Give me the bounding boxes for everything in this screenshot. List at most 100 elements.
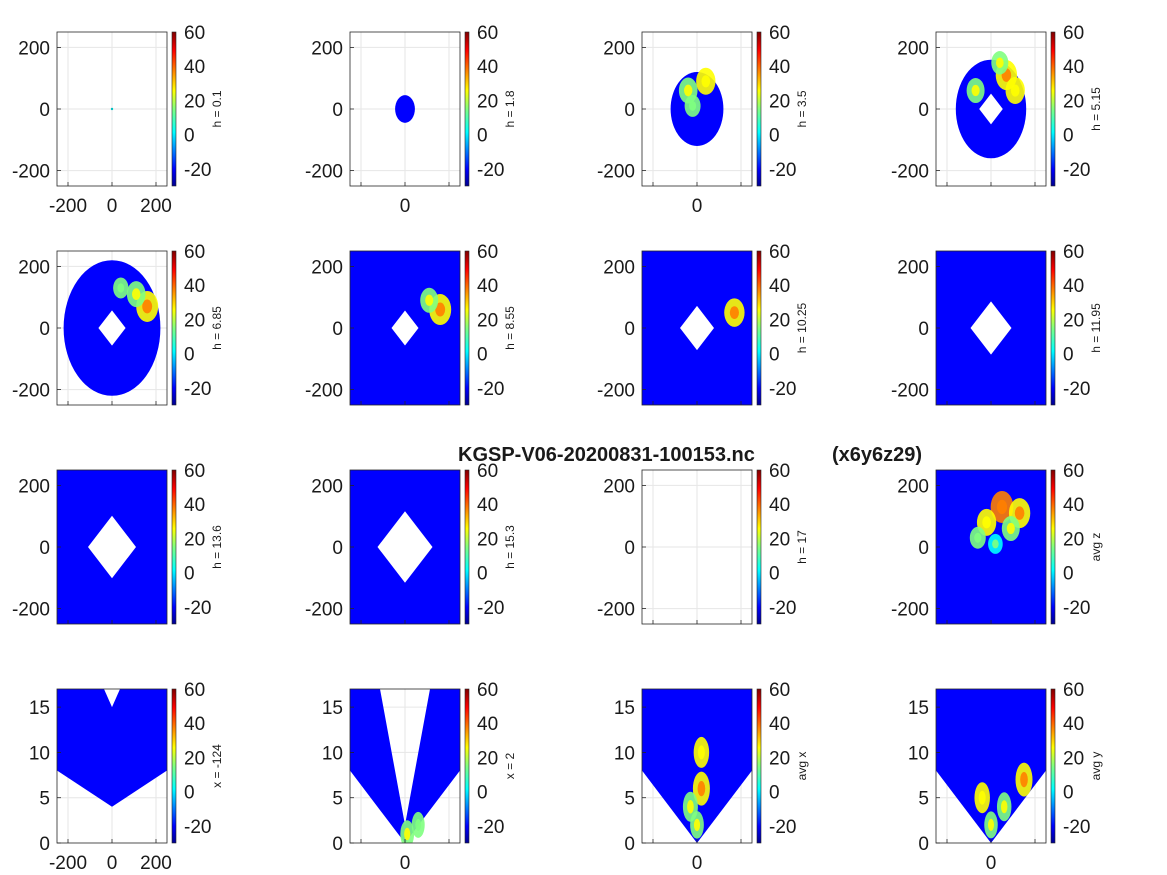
colorbar [171,250,177,406]
colorbar-tick-label: 60 [477,23,498,44]
ytick-label: 0 [624,834,635,855]
colorbar-tick-label: -20 [769,160,796,181]
ytick-label: 5 [918,789,929,810]
ytick-label: 15 [908,698,929,719]
colorbar-tick-label: -20 [184,379,211,400]
colorbar [1050,31,1056,187]
ytick-label: 0 [624,319,635,340]
echo-core [687,800,694,814]
panel-label: h = 15.3 [503,525,517,569]
echo-core [117,283,125,293]
ytick-label: -200 [305,162,343,183]
colorbar-tick-label: 0 [477,345,488,366]
colorbar-tick-label: -20 [1063,598,1090,619]
plot-area [936,470,1046,624]
echo-core [697,745,705,760]
colorbar-tick-label: 40 [477,276,498,297]
colorbar-tick-label: 40 [477,495,498,516]
colorbar-tick-label: 20 [769,91,790,112]
colorbar [464,688,470,844]
colorbar-tick-label: 20 [1063,529,1084,550]
ytick-label: 10 [322,743,343,764]
colorbar-tick-label: 20 [1063,748,1084,769]
colorbar-tick-label: 60 [1063,461,1084,482]
plot-area [642,251,752,405]
ytick-label: 15 [614,698,635,719]
colorbar-tick-label: 40 [477,57,498,78]
ytick-label: 0 [39,538,50,559]
ytick-label: 0 [39,834,50,855]
colorbar-tick-label: 40 [1063,276,1084,297]
colorbar-tick-label: 60 [769,23,790,44]
colorbar-tick-label: 40 [184,276,205,297]
plot-area [642,689,752,843]
ytick-label: 0 [39,100,50,121]
echo-core [995,57,1004,69]
plot-area [350,251,460,405]
panel-label: h = 10.25 [795,302,809,353]
colorbar-tick-label: 20 [769,310,790,331]
colorbar [464,250,470,406]
colorbar-tick-label: 40 [477,714,498,735]
colorbar-tick-label: 60 [184,680,205,701]
ytick-label: 0 [624,100,635,121]
echo-core [701,75,711,88]
colorbar-tick-label: 20 [184,748,205,769]
colorbar-tick-label: 60 [1063,242,1084,263]
panel-label: h = 13.6 [210,525,224,569]
ytick-label: 15 [322,698,343,719]
colorbar-tick-label: 0 [477,783,488,804]
colorbar-tick-label: 0 [769,345,780,366]
ytick-label: 0 [332,834,343,855]
plot-area [57,470,167,624]
echo-core [1014,506,1025,520]
ytick-label: -200 [12,162,50,183]
colorbar-tick-label: 60 [477,242,498,263]
echo-core [992,539,999,549]
colorbar-tick-label: -20 [1063,817,1090,838]
ytick-label: -200 [891,381,929,402]
colorbar [756,688,762,844]
echo-core [971,84,980,97]
ytick-label: -200 [305,600,343,621]
ytick-label: 200 [18,476,50,497]
cone-of-silence [970,301,1012,355]
panel-label: x = -124 [210,744,224,788]
colorbar-tick-label: 60 [184,23,205,44]
plot-area [936,251,1046,405]
ytick-label: 200 [603,257,635,278]
ytick-label: 200 [18,257,50,278]
echo-core [1006,522,1015,535]
panel-label: x = 2 [503,753,517,780]
echo-core [132,288,141,300]
ytick-label: 5 [624,789,635,810]
grid-tag: (x6y6z29) [832,444,922,466]
colorbar-tick-label: -20 [184,598,211,619]
colorbar-tick-label: 40 [769,276,790,297]
colorbar-tick-label: 0 [184,345,195,366]
colorbar [756,250,762,406]
ytick-label: 200 [897,38,929,59]
ytick-label: 200 [311,476,343,497]
ytick-label: 200 [311,257,343,278]
colorbar-tick-label: 60 [477,461,498,482]
plot-area [642,32,752,186]
echo-core [693,818,701,832]
colorbar-tick-label: 20 [477,529,498,550]
colorbar-tick-label: 40 [1063,495,1084,516]
plot-area [936,32,1046,186]
echo-core [415,819,422,831]
cone-of-silence [391,310,419,346]
ytick-label: 200 [18,38,50,59]
panel-label: h = 17 [795,530,809,564]
colorbar-tick-label: 0 [1063,345,1074,366]
colorbar-tick-label: -20 [769,598,796,619]
plot-area [57,251,167,405]
xtick-label: 0 [107,853,118,874]
colorbar-tick-label: 0 [477,564,488,585]
